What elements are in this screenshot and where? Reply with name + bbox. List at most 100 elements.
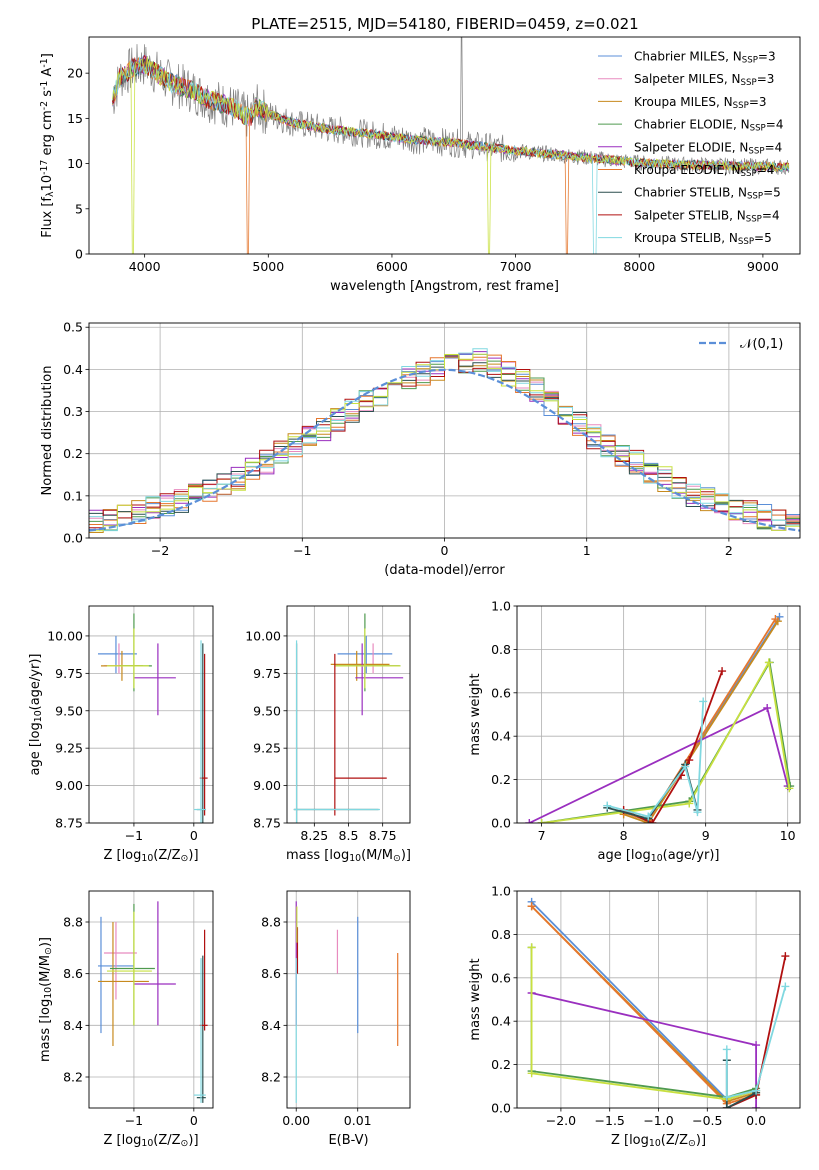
y-tick-label: 9.75: [253, 666, 281, 681]
x-tick-label: 7: [538, 828, 546, 843]
y-tick-label: 8.6: [261, 966, 281, 981]
x-tick-label: −1.5: [595, 1113, 625, 1128]
x-tick-label: 0.0: [746, 1113, 766, 1128]
axes-frame: [516, 605, 801, 824]
y-tick-label: 0.1: [63, 488, 83, 503]
y-tick-label: 9.50: [253, 703, 281, 718]
plot-area: [112, 37, 790, 254]
weight-marker-yellow_green: [764, 658, 773, 667]
axes-residuals: −2 −1 0 1 2 0.0 0.1 0.2 0.3 0.4 0.5 (data-model)/er…: [40, 320, 801, 578]
model-spectrum-yellow_green: [112, 56, 790, 254]
weight-marker-salpeter_elodie: [763, 703, 772, 712]
weight-marker-salpeter_elodie: [752, 1041, 761, 1050]
y-tick-label: 1.0: [491, 599, 511, 614]
plot-area: [97, 613, 208, 823]
y-tick-label: 0.6: [491, 970, 511, 985]
x-tick-label: −0.5: [692, 1113, 722, 1128]
legend-label: Salpeter MILES, NSSP=3: [634, 72, 774, 88]
x-tick-label: −1: [125, 828, 143, 843]
y-axis-label: age [log10(age/yr)]: [28, 654, 44, 776]
axes-frame: [88, 890, 214, 1109]
weight-marker-chabrier_miles: [775, 612, 784, 621]
x-tick-label: 8: [620, 828, 628, 843]
legend-label: Kroupa MILES, NSSP=3: [634, 95, 767, 111]
y-tick-label: 8.8: [63, 915, 83, 930]
weight-marker-yellow_green: [685, 799, 694, 808]
y-tick-label: 0.6: [491, 685, 511, 700]
x-tick-label: −1: [293, 543, 311, 558]
plot-area: [525, 612, 795, 823]
y-tick-label: 9.00: [253, 778, 281, 793]
x-tick-label: 5000: [252, 259, 284, 274]
x-tick-label: 10: [780, 828, 796, 843]
weight-marker-kroupa_stelib: [603, 801, 612, 810]
x-axis-label: wavelength [Angstrom, rest frame]: [330, 279, 559, 294]
axes-weight_vs_age: 7 8 9 10 0.0 0.2 0.4 0.6 0.8 1.0 age [log10(age/yr…: [468, 599, 801, 864]
x-tick-label: 1: [583, 543, 591, 558]
x-tick-label: 0: [441, 543, 449, 558]
legend-label: Salpeter ELODIE, NSSP=4: [634, 140, 782, 156]
y-tick-label: 0.5: [63, 320, 83, 335]
y-axis-label: mass weight: [468, 958, 483, 1040]
weight-marker-chabrier_stelib: [722, 1104, 731, 1108]
axes-mass_vs_ebv: 0.00 0.01 8.2 8.4 8.6 8.8 E(B-V): [261, 890, 411, 1148]
legend-label: Chabrier STELIB, NSSP=5: [634, 186, 781, 202]
y-tick-label: 0.4: [63, 362, 83, 377]
axes-frame: [286, 890, 411, 1109]
weight-line-chabrier_elodie: [530, 947, 757, 1099]
legend-label: Chabrier MILES, NSSP=3: [634, 50, 776, 66]
x-tick-label: 7000: [500, 259, 532, 274]
x-tick-label: 2: [725, 543, 733, 558]
x-axis-label: mass [log10(M/M⊙)]: [286, 848, 411, 864]
y-tick-label: 8.75: [55, 816, 83, 831]
y-tick-label: 0.2: [63, 446, 83, 461]
y-tick-label: 0: [75, 247, 83, 262]
weight-marker-kroupa_stelib: [752, 1086, 761, 1095]
y-tick-label: 0.0: [491, 1101, 511, 1116]
weight-marker-salpeter_stelib: [648, 819, 657, 823]
y-tick-label: 15: [67, 111, 83, 126]
y-tick-label: 9.25: [253, 741, 281, 756]
legend-label: Kroupa STELIB, NSSP=5: [634, 231, 772, 247]
weight-marker-kroupa_stelib: [644, 812, 653, 821]
x-tick-label: 0.01: [344, 1113, 372, 1128]
y-tick-label: 8.8: [261, 915, 281, 930]
weight-marker-salpeter_stelib: [781, 952, 790, 961]
x-tick-label: 0: [190, 828, 198, 843]
x-tick-label: 9: [702, 828, 710, 843]
x-axis-label: Z [log10(Z/Z⊙)]: [103, 848, 198, 864]
x-axis-label: age [log10(age/yr)]: [598, 848, 720, 864]
weight-marker-yellow_green: [527, 1069, 536, 1078]
y-tick-label: 8.4: [63, 1018, 83, 1033]
y-tick-label: 0.0: [491, 816, 511, 831]
y-tick-label: 8.2: [261, 1070, 281, 1085]
y-tick-label: 20: [67, 66, 83, 81]
axes-frame: [516, 890, 801, 1109]
y-tick-label: 9.75: [55, 666, 83, 681]
weight-line-salpeter_stelib: [623, 670, 723, 823]
y-tick-label: 0.2: [491, 1057, 511, 1072]
y-tick-label: 0.4: [491, 1014, 511, 1029]
plot-area: [89, 348, 800, 533]
weight-marker-kroupa_stelib: [722, 1093, 731, 1102]
weight-marker-kroupa_stelib: [722, 1045, 731, 1054]
x-tick-label: −2: [151, 543, 169, 558]
weight-marker-salpeter_stelib: [718, 667, 727, 676]
plot-area: [293, 613, 404, 823]
model-spectrum-kroupa_stelib: [112, 56, 790, 254]
weight-line-yellow_green: [530, 947, 757, 1101]
x-axis-label: Z [log10(Z/Z⊙)]: [103, 1133, 198, 1149]
x-tick-label: 0.00: [282, 1113, 310, 1128]
weight-marker-kroupa_stelib: [681, 762, 690, 771]
model-spectrum-kroupa_elodie: [112, 57, 790, 254]
y-tick-label: 0.0: [63, 531, 83, 546]
weight-line-yellow_green: [541, 659, 791, 823]
y-tick-label: 9.25: [55, 741, 83, 756]
weight-marker-kroupa_stelib: [699, 697, 708, 706]
weight-marker-kroupa_elodie: [771, 615, 780, 624]
legend-label: 𝒩(0,1): [740, 337, 783, 352]
x-axis-label: E(B-V): [328, 1133, 368, 1148]
x-tick-label: 6000: [376, 259, 408, 274]
weight-marker-yellow_green: [537, 819, 546, 823]
